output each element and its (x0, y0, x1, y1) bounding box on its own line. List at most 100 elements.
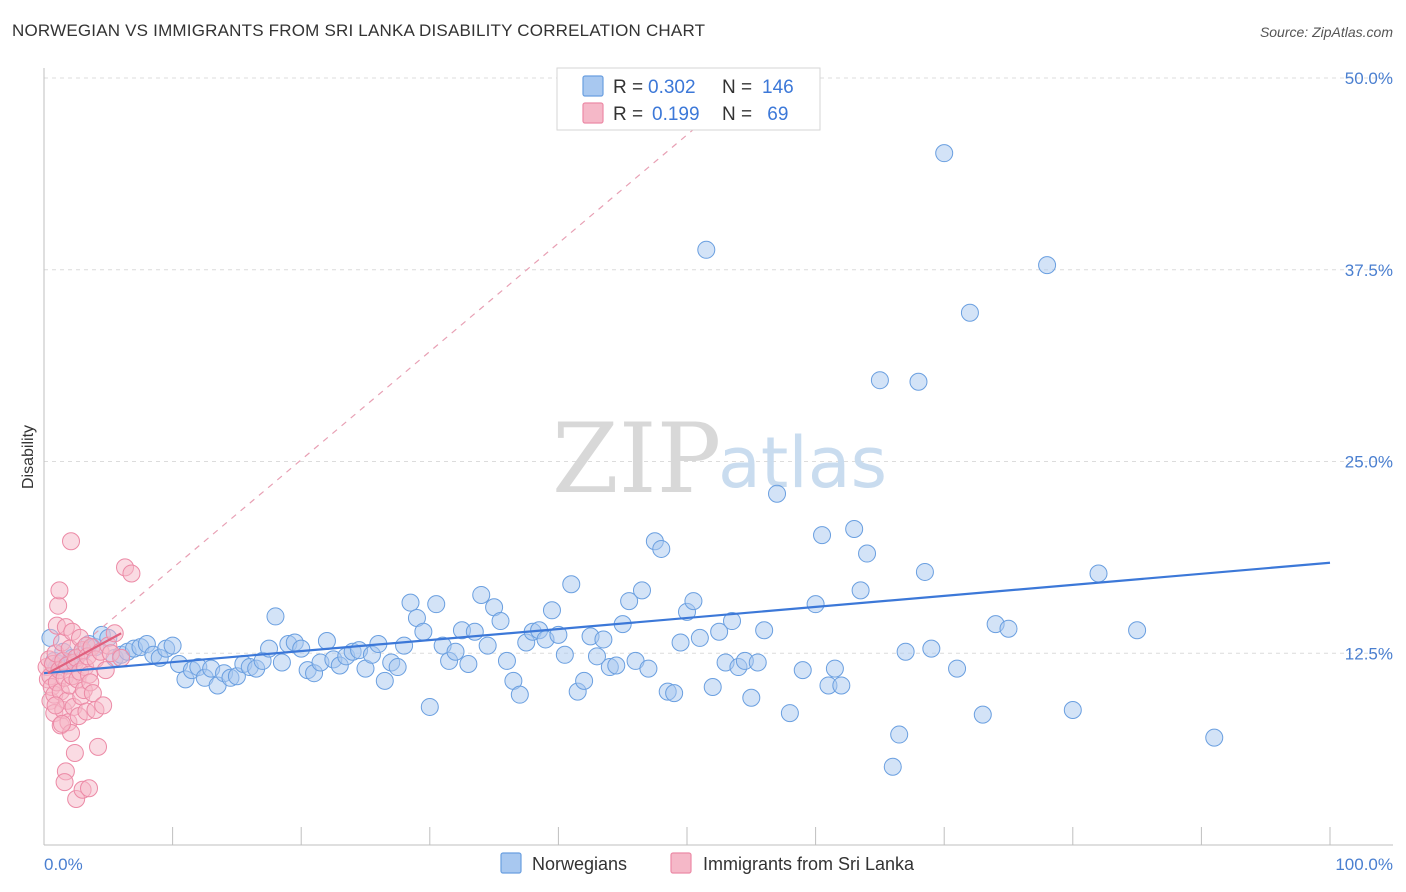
point-0-122 (845, 519, 864, 538)
point-1-14 (50, 581, 69, 600)
chart-title: NORWEGIAN VS IMMIGRANTS FROM SRI LANKA D… (12, 21, 706, 40)
point-0-108 (723, 612, 742, 631)
point-0-57 (395, 636, 414, 655)
bottom-legend-label-sri-lanka: Immigrants from Sri Lanka (703, 854, 915, 874)
point-1-12 (49, 596, 68, 615)
point-1-68 (55, 773, 74, 792)
point-0-82 (555, 645, 574, 664)
point-0-131 (922, 639, 941, 658)
y-tick-label-0: 12.5% (1345, 644, 1393, 663)
point-0-83 (562, 575, 581, 594)
y-tick-label-3: 50.0% (1345, 69, 1393, 88)
point-0-92 (620, 592, 639, 611)
point-0-54 (375, 671, 394, 690)
point-0-67 (459, 654, 478, 673)
point-1-59 (96, 661, 115, 680)
point-0-21 (163, 636, 182, 655)
point-0-137 (999, 619, 1018, 638)
y-axis-label: Disability (20, 425, 37, 489)
point-0-111 (742, 688, 761, 707)
point-1-33 (65, 743, 84, 762)
point-0-75 (510, 685, 529, 704)
legend-r-value-1: 0.199 (652, 104, 700, 125)
point-0-87 (587, 647, 606, 666)
point-0-56 (388, 658, 407, 677)
watermark-zip: ZIP (552, 403, 721, 515)
legend-r-value-0: 0.302 (648, 77, 696, 98)
axes (43, 68, 1393, 846)
point-0-45 (317, 631, 336, 650)
legend-n-label-1: N = (722, 104, 752, 125)
point-1-28 (62, 532, 81, 551)
point-0-69 (472, 585, 491, 604)
point-0-116 (793, 661, 812, 680)
point-0-126 (883, 757, 902, 776)
point-0-141 (1128, 621, 1147, 640)
point-1-67 (46, 696, 65, 715)
point-0-118 (813, 526, 832, 545)
y-tick-label-2: 37.5% (1345, 261, 1393, 280)
point-0-128 (896, 642, 915, 661)
legend-n-value-1: 69 (762, 104, 788, 125)
point-0-81 (549, 625, 568, 644)
point-0-115 (780, 704, 799, 723)
point-0-127 (890, 725, 909, 744)
gridlines (44, 77, 1393, 654)
point-0-142 (1205, 728, 1224, 747)
watermark-atlas: atlas (718, 422, 887, 504)
point-0-135 (973, 705, 992, 724)
legend-swatch-norwegians (582, 75, 604, 97)
point-0-58 (401, 593, 420, 612)
point-0-95 (639, 659, 658, 678)
point-0-112 (748, 653, 767, 672)
legend-r-label-0: R = (613, 77, 643, 98)
bottom-legend-swatch-sri-lanka (670, 852, 692, 874)
point-1-58 (94, 696, 113, 715)
point-0-94 (632, 581, 651, 600)
point-0-114 (768, 484, 787, 503)
point-0-61 (420, 697, 439, 716)
legend-n-value-0: 146 (762, 77, 794, 98)
point-0-120 (825, 659, 844, 678)
point-0-103 (690, 628, 709, 647)
legend-n-label-0: N = (722, 77, 752, 98)
point-0-139 (1063, 701, 1082, 720)
point-0-125 (870, 371, 889, 390)
point-1-63 (112, 648, 131, 667)
point-0-138 (1038, 256, 1057, 275)
point-1-66 (53, 714, 72, 733)
point-1-49 (80, 779, 99, 798)
point-0-132 (935, 144, 954, 163)
legend-r-label-1: R = (613, 104, 643, 125)
point-1-62 (105, 624, 124, 643)
trend-layer (43, 123, 1331, 675)
point-1-56 (89, 737, 108, 756)
trend-extension-1 (47, 123, 701, 674)
bottom-legend: Norwegians Immigrants from Sri Lanka (500, 852, 915, 874)
point-0-70 (478, 636, 497, 655)
point-0-41 (292, 639, 311, 658)
point-0-60 (414, 622, 433, 641)
bottom-legend-label-norwegians: Norwegians (532, 854, 627, 874)
point-0-129 (909, 372, 928, 391)
point-0-85 (575, 671, 594, 690)
point-0-121 (832, 676, 851, 695)
point-0-133 (948, 659, 967, 678)
y-tick-label-1: 25.0% (1345, 453, 1393, 472)
point-0-104 (697, 240, 716, 259)
point-0-100 (671, 633, 690, 652)
point-0-72 (491, 612, 510, 631)
point-0-38 (272, 653, 291, 672)
point-0-130 (915, 562, 934, 581)
point-0-80 (542, 601, 561, 620)
legend-swatch-sri-lanka (582, 102, 604, 124)
point-0-113 (755, 621, 774, 640)
point-0-90 (607, 656, 626, 675)
point-0-117 (806, 595, 825, 614)
point-0-99 (665, 684, 684, 703)
point-0-134 (960, 303, 979, 322)
x-tick-label-min: 0.0% (44, 855, 83, 874)
point-0-97 (652, 539, 671, 558)
source-credit: Source: ZipAtlas.com (1259, 24, 1393, 40)
